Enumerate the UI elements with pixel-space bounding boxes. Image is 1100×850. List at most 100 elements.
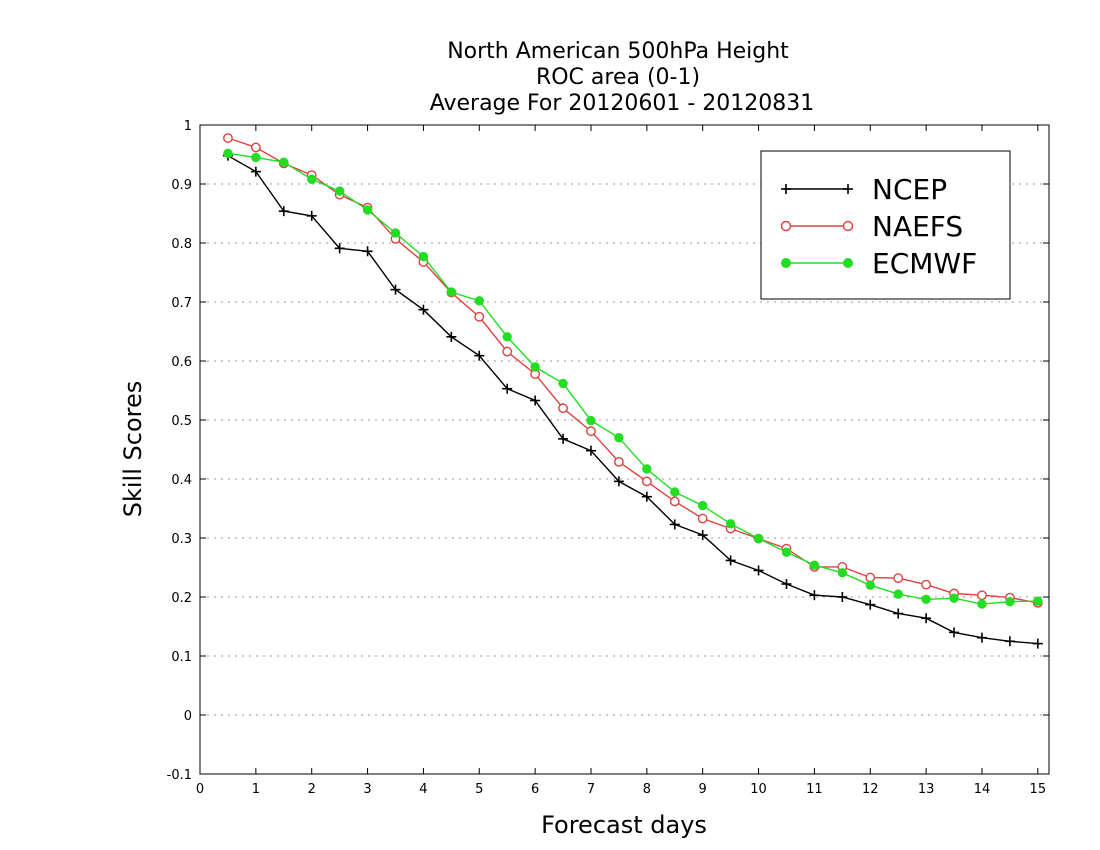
plot-frame xyxy=(199,124,1050,775)
x-tick-label: 2 xyxy=(308,782,316,797)
data-point xyxy=(781,547,792,557)
point-ecmwf xyxy=(502,332,512,342)
data-point xyxy=(251,152,261,163)
x-tick-label: 12 xyxy=(862,782,879,797)
point-ncep xyxy=(725,555,736,566)
legend-item-naefs: NAEFS xyxy=(780,210,963,243)
point-ncep xyxy=(753,565,764,576)
data-point xyxy=(893,589,903,599)
point-ncep xyxy=(669,519,680,530)
x-tick-label: 9 xyxy=(699,782,707,797)
data-point xyxy=(1033,596,1043,606)
point-ecmwf xyxy=(753,533,764,544)
point-ecmwf xyxy=(586,415,596,426)
point-ncep xyxy=(809,590,820,601)
point-ncep xyxy=(585,445,596,456)
point-ecmwf xyxy=(697,500,708,511)
point-ecmwf xyxy=(446,287,457,297)
point-ecmwf xyxy=(614,433,624,443)
data-point xyxy=(641,476,652,487)
point-ncep xyxy=(949,627,960,638)
data-point xyxy=(418,251,429,262)
point-ncep xyxy=(1004,636,1015,647)
legend-item-ecmwf: ECMWF xyxy=(781,247,977,280)
x-tick-label: 11 xyxy=(806,782,823,797)
data-point xyxy=(697,500,708,511)
data-point xyxy=(753,533,764,544)
legend: NCEP NAEFS ECMWF xyxy=(760,150,1011,300)
point-ncep xyxy=(278,206,289,217)
point-ncep xyxy=(250,166,261,177)
y-tick-label: 0.2 xyxy=(171,591,192,606)
point-naefs xyxy=(865,572,876,583)
point-ncep xyxy=(837,592,848,602)
data-point xyxy=(558,403,568,414)
data-point xyxy=(474,296,484,306)
data-point xyxy=(502,332,512,342)
data-point xyxy=(642,464,652,474)
point-naefs xyxy=(502,346,513,357)
data-point xyxy=(1005,597,1015,607)
point-ncep xyxy=(530,395,541,406)
data-point xyxy=(809,560,820,570)
data-point xyxy=(390,228,401,238)
point-naefs xyxy=(558,403,568,414)
x-tick-label: 13 xyxy=(918,782,935,797)
point-ncep xyxy=(697,530,708,541)
legend-label-ncep: NCEP xyxy=(872,173,947,206)
y-tick-label: 0.4 xyxy=(171,473,192,488)
y-tick-label: 1 xyxy=(184,119,192,134)
y-tick-label: 0.1 xyxy=(171,650,192,665)
x-tick-label: 5 xyxy=(475,782,483,797)
point-naefs xyxy=(641,476,652,487)
point-naefs xyxy=(586,426,596,437)
x-tick-label: 15 xyxy=(1030,782,1047,797)
point-ncep xyxy=(446,331,457,342)
point-ncep xyxy=(893,608,904,619)
data-point xyxy=(865,572,876,583)
point-ecmwf xyxy=(334,186,345,196)
legend-item-ncep: NCEP xyxy=(781,173,947,206)
title-line-2: ROC area (0-1) xyxy=(536,65,700,90)
legend-box xyxy=(760,150,1011,300)
point-ncep xyxy=(781,579,792,590)
point-ecmwf xyxy=(670,487,680,497)
point-ecmwf xyxy=(474,296,484,306)
point-ecmwf xyxy=(949,593,959,603)
point-naefs xyxy=(921,579,932,590)
point-ecmwf xyxy=(558,378,568,389)
axis-ticks: -0.100.10.20.30.40.50.60.70.80.910 1 2 3 4 5 6… xyxy=(167,119,1049,797)
x-tick-label: 0 xyxy=(196,782,204,797)
x-tick-label: 1 xyxy=(252,782,260,797)
x-tick-label: 3 xyxy=(363,782,371,797)
point-ecmwf xyxy=(418,251,429,262)
data-point xyxy=(223,133,233,143)
y-tick-label: -0.1 xyxy=(167,768,192,783)
data-point xyxy=(842,220,854,232)
point-ecmwf xyxy=(390,228,401,238)
data-point xyxy=(279,157,289,167)
data-point xyxy=(670,487,680,497)
point-ncep xyxy=(558,433,569,444)
y-tick-label: 0.7 xyxy=(171,296,192,311)
point-ncep xyxy=(641,491,652,502)
point-naefs xyxy=(893,573,904,584)
series-ecmwf xyxy=(223,148,1043,609)
legend-label-naefs: NAEFS xyxy=(872,210,963,243)
point-naefs xyxy=(474,311,485,322)
gridlines xyxy=(200,183,1049,716)
point-ncep xyxy=(921,613,932,624)
data-point xyxy=(614,456,624,467)
data-point xyxy=(586,426,596,437)
point-ecmwf xyxy=(977,599,987,609)
title-line-1: North American 500hPa Height xyxy=(447,39,789,64)
data-point xyxy=(614,433,624,443)
point-ncep xyxy=(362,246,373,257)
x-tick-label: 6 xyxy=(531,782,539,797)
point-naefs xyxy=(250,142,261,153)
data-point xyxy=(250,142,261,153)
point-ecmwf xyxy=(1033,596,1043,606)
point-naefs xyxy=(223,133,233,143)
point-ecmwf xyxy=(223,148,233,159)
